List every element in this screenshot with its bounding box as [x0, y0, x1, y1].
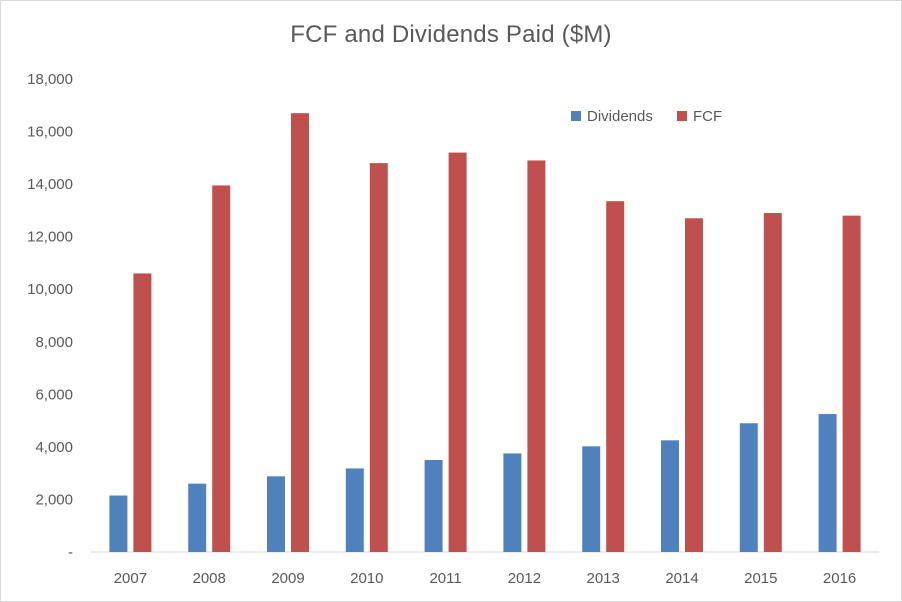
chart-title: FCF and Dividends Paid ($M) — [290, 21, 612, 48]
y-tick-label-6: 12,000 — [27, 229, 73, 246]
x-axis-labels: 2007 2008 2009 2010 2011 2012 2013 2014 2015 2016 — [114, 570, 857, 587]
y-tick-label-1: 2,000 — [35, 491, 73, 508]
bar-dividends-2010 — [345, 468, 364, 552]
y-tick-label-4: 8,000 — [35, 334, 73, 351]
bar-dividends-2008 — [188, 483, 207, 552]
bar-dividends-2011 — [424, 460, 443, 552]
bar-dividends-2007 — [109, 495, 128, 552]
legend-swatch-fcf — [677, 111, 687, 121]
bar-dividends-2014 — [661, 440, 679, 552]
bar-fcf-2016 — [842, 215, 861, 552]
y-axis-labels: - 2,000 4,000 6,000 8,000 10,000 12,000 14,000 1… — [27, 71, 73, 561]
bar-fcf-2010 — [369, 163, 388, 553]
bar-fcf-2008 — [212, 185, 231, 553]
bar-fcf-2009 — [291, 113, 309, 553]
bar-fcf-2013 — [606, 201, 625, 553]
y-tick-label-7: 14,000 — [27, 176, 73, 193]
bar-dividends-2015 — [739, 423, 758, 552]
y-tick-label-8: 16,000 — [27, 124, 73, 141]
x-tick-label-2012: 2012 — [508, 570, 541, 587]
x-tick-label-2013: 2013 — [587, 570, 620, 587]
bars — [109, 113, 861, 553]
bar-fcf-2015 — [763, 213, 782, 552]
bar-fcf-2014 — [685, 218, 703, 552]
x-tick-label-2008: 2008 — [193, 570, 226, 587]
x-tick-label-2010: 2010 — [350, 570, 383, 587]
y-tick-label-5: 10,000 — [27, 281, 73, 298]
bar-fcf-2011 — [448, 152, 467, 553]
bar-dividends-2016 — [818, 414, 837, 552]
legend-label-fcf: FCF — [693, 108, 722, 125]
y-tick-label-3: 6,000 — [35, 386, 73, 403]
x-tick-label-2016: 2016 — [823, 570, 856, 587]
y-tick-label-2: 4,000 — [35, 439, 73, 456]
bar-dividends-2013 — [582, 446, 601, 552]
x-tick-label-2015: 2015 — [744, 570, 777, 587]
bar-fcf-2007 — [133, 273, 152, 552]
y-tick-label-9: 18,000 — [27, 71, 73, 88]
y-tick-label-0: - — [68, 544, 73, 561]
legend: Dividends FCF — [571, 108, 722, 125]
bar-fcf-2012 — [527, 160, 546, 552]
x-tick-label-2011: 2011 — [429, 570, 461, 587]
x-tick-label-2009: 2009 — [271, 570, 304, 587]
bar-dividends-2012 — [503, 453, 522, 552]
legend-label-dividends: Dividends — [587, 108, 653, 125]
x-tick-label-2007: 2007 — [114, 570, 147, 587]
legend-swatch-dividends — [571, 111, 581, 121]
bar-dividends-2009 — [267, 476, 285, 552]
x-tick-label-2014: 2014 — [665, 570, 698, 587]
